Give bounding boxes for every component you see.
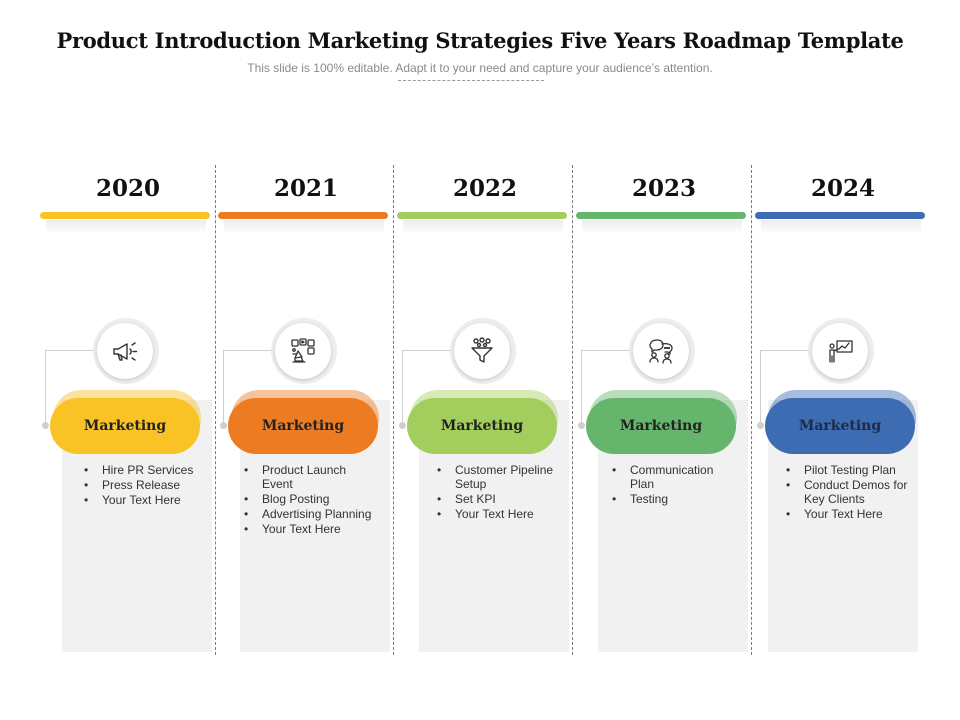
year-label: 2022 xyxy=(452,175,517,202)
subtitle-divider xyxy=(398,80,544,81)
connector-line xyxy=(223,350,271,351)
connector-line xyxy=(223,350,224,426)
list-item: Advertising Planning xyxy=(240,507,380,521)
pill-label: Marketing xyxy=(798,418,882,434)
conversation-icon xyxy=(649,339,673,364)
connector-line xyxy=(402,350,403,426)
list-item: Blog Posting xyxy=(240,492,380,506)
list-item: Product Launch Event xyxy=(240,463,380,491)
marketing-pill xyxy=(50,398,200,454)
column-divider xyxy=(751,165,752,655)
connector-line xyxy=(402,350,450,351)
list-item: Pilot Testing Plan xyxy=(782,463,927,477)
list-item: Your Text Here xyxy=(433,507,573,521)
bullet-list: Customer Pipeline Setup Set KPI Your Tex… xyxy=(433,463,573,522)
list-item: Customer Pipeline Setup xyxy=(433,463,573,491)
list-item: Communication Plan xyxy=(608,463,738,491)
year-bar-shadow xyxy=(761,220,921,234)
column-divider xyxy=(215,165,216,655)
list-item: Testing xyxy=(608,492,738,506)
bullet-list: Communication Plan Testing xyxy=(608,463,738,507)
year-label: 2021 xyxy=(273,175,338,202)
pill-label: Marketing xyxy=(83,418,167,434)
year-label: 2020 xyxy=(95,175,160,202)
list-item: Set KPI xyxy=(433,492,573,506)
list-item: Conduct Demos for Key Clients xyxy=(782,478,927,506)
year-bar xyxy=(397,212,567,219)
connector-line xyxy=(581,350,629,351)
marketing-pill xyxy=(586,398,736,454)
connector-dot xyxy=(42,422,49,429)
connector-line xyxy=(45,350,46,426)
list-item: Your Text Here xyxy=(782,507,927,521)
list-item: Your Text Here xyxy=(240,522,380,536)
roadmap-column-2020: 2020 Marketing Hire PR Services Press Re… xyxy=(40,0,216,720)
roadmap-column-2021: 2021 Marketing Product Launch Event Blog… xyxy=(218,0,394,720)
year-bar xyxy=(755,212,925,219)
icon-badge xyxy=(812,323,868,379)
bullet-list: Product Launch Event Blog Posting Advert… xyxy=(240,463,380,537)
year-bar xyxy=(40,212,210,219)
icon-badge xyxy=(97,323,153,379)
year-bar-shadow xyxy=(224,220,384,234)
presentation-icon xyxy=(829,340,853,363)
page-subtitle: This slide is 100% editable. Adapt it to… xyxy=(247,61,713,75)
connector-dot xyxy=(757,422,764,429)
connector-line xyxy=(45,350,93,351)
icon-badge xyxy=(454,323,510,379)
connector-line xyxy=(760,350,761,426)
list-item: Hire PR Services xyxy=(80,463,220,477)
funnel-icon xyxy=(471,337,493,363)
column-divider xyxy=(393,165,394,655)
year-bar-shadow xyxy=(403,220,563,234)
connector-line xyxy=(581,350,582,426)
megaphone-icon xyxy=(113,342,138,361)
media-marketing-icon xyxy=(291,338,315,363)
icon-badge xyxy=(275,323,331,379)
roadmap-column-2024: 2024 Marketing Pilot Testing Plan Conduc… xyxy=(755,0,931,720)
connector-dot xyxy=(399,422,406,429)
year-bar-shadow xyxy=(46,220,206,234)
roadmap-column-2023: 2023 Marketing Communication Plan Testin… xyxy=(576,0,752,720)
marketing-pill xyxy=(407,398,557,454)
list-item: Press Release xyxy=(80,478,220,492)
bullet-list: Hire PR Services Press Release Your Text… xyxy=(80,463,220,508)
pill-label: Marketing xyxy=(619,418,703,434)
list-item: Your Text Here xyxy=(80,493,220,507)
page-title: Product Introduction Marketing Strategie… xyxy=(56,28,904,53)
year-bar xyxy=(218,212,388,219)
year-label: 2023 xyxy=(631,175,696,202)
column-divider xyxy=(572,165,573,655)
marketing-pill xyxy=(228,398,378,454)
marketing-pill xyxy=(765,398,915,454)
roadmap-column-2022: 2022 Marketing Customer Pipeline Setup S… xyxy=(397,0,573,720)
year-bar-shadow xyxy=(582,220,742,234)
year-label: 2024 xyxy=(810,175,875,202)
bullet-list: Pilot Testing Plan Conduct Demos for Key… xyxy=(782,463,927,522)
pill-label: Marketing xyxy=(261,418,345,434)
pill-label: Marketing xyxy=(440,418,524,434)
icon-badge xyxy=(633,323,689,379)
year-bar xyxy=(576,212,746,219)
connector-line xyxy=(760,350,808,351)
connector-dot xyxy=(220,422,227,429)
connector-dot xyxy=(578,422,585,429)
